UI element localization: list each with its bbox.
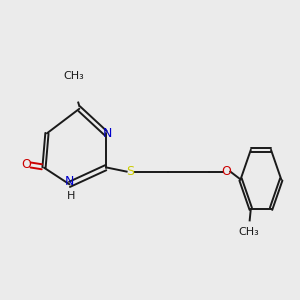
Text: CH₃: CH₃ — [63, 71, 84, 82]
Text: S: S — [126, 165, 134, 178]
Text: O: O — [222, 165, 232, 178]
Text: H: H — [66, 191, 75, 201]
Text: O: O — [21, 158, 31, 172]
Text: N: N — [64, 175, 74, 188]
Text: CH₃: CH₃ — [239, 227, 260, 237]
Text: N: N — [103, 127, 112, 140]
